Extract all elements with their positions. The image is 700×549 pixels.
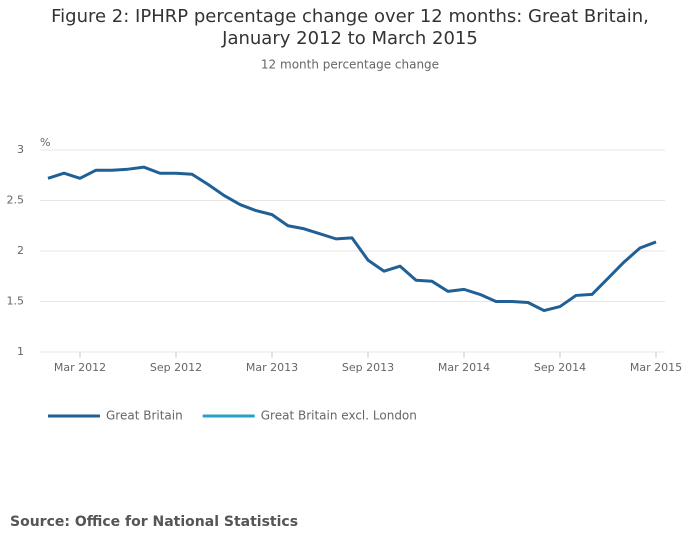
x-tick-label: Sep 2014 <box>534 361 586 374</box>
y-tick-label: 2 <box>17 244 24 257</box>
x-tick-label: Mar 2014 <box>438 361 490 374</box>
legend-label: Great Britain <box>106 409 183 423</box>
y-tick-label: 1.5 <box>7 295 25 308</box>
y-tick-label: 2.5 <box>7 194 25 207</box>
y-axis-label: % <box>40 136 50 149</box>
y-tick-label: 1 <box>17 345 24 358</box>
x-tick-label: Mar 2015 <box>630 361 682 374</box>
x-tick-label: Sep 2013 <box>342 361 394 374</box>
chart-subtitle: 12 month percentage change <box>261 58 439 72</box>
legend-label: Great Britain excl. London <box>261 409 417 423</box>
x-tick-label: Mar 2013 <box>246 361 298 374</box>
x-tick-label: Sep 2012 <box>150 361 202 374</box>
chart-title: Figure 2: IPHRP percentage change over 1… <box>51 6 649 49</box>
source: Source: Office for National Statistics <box>10 514 298 530</box>
y-tick-label: 3 <box>17 143 24 156</box>
x-tick-label: Mar 2012 <box>54 361 106 374</box>
line <box>47 165 657 313</box>
